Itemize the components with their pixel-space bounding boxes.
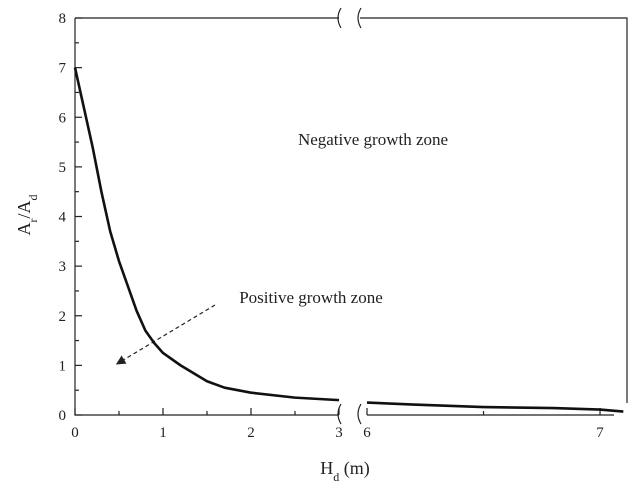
y-tick-label: 5 xyxy=(59,160,67,176)
data-line xyxy=(73,67,340,402)
annotation-arrow xyxy=(115,304,216,365)
x-tick-label: 0 xyxy=(71,425,79,441)
y-tick-label: 1 xyxy=(59,358,67,374)
y-tick-label: 0 xyxy=(59,408,67,424)
y-axis-label: Ar/Ad xyxy=(14,195,40,236)
label-part: (m) xyxy=(339,458,370,479)
x-tick-label: 3 xyxy=(335,425,343,441)
y-tick-label: 7 xyxy=(59,61,67,77)
axis-frame xyxy=(74,18,339,416)
x-tick-label: 1 xyxy=(159,425,167,441)
axis-break xyxy=(337,7,362,425)
label-part: r xyxy=(26,219,40,223)
label-part: H xyxy=(320,458,333,478)
y-tick-label: 3 xyxy=(59,259,67,275)
annotation: Positive growth zone xyxy=(239,288,383,307)
label-part: /A xyxy=(14,200,34,218)
x-tick-label: 2 xyxy=(247,425,255,441)
axis-frame xyxy=(75,17,628,416)
y-tick-label: 6 xyxy=(59,110,67,126)
y-tick-label: 8 xyxy=(59,11,67,27)
data-line xyxy=(366,401,624,413)
x-tick-label: 6 xyxy=(363,425,371,441)
label-part: d xyxy=(26,195,40,201)
annotation: Negative growth zone xyxy=(298,130,448,149)
x-axis-label: Hd (m) xyxy=(320,458,370,484)
label-part: A xyxy=(14,223,34,236)
label-part: d xyxy=(333,470,339,484)
y-tick-label: 2 xyxy=(59,309,67,325)
x-tick-label: 7 xyxy=(596,425,604,441)
y-tick-label: 4 xyxy=(59,210,67,226)
